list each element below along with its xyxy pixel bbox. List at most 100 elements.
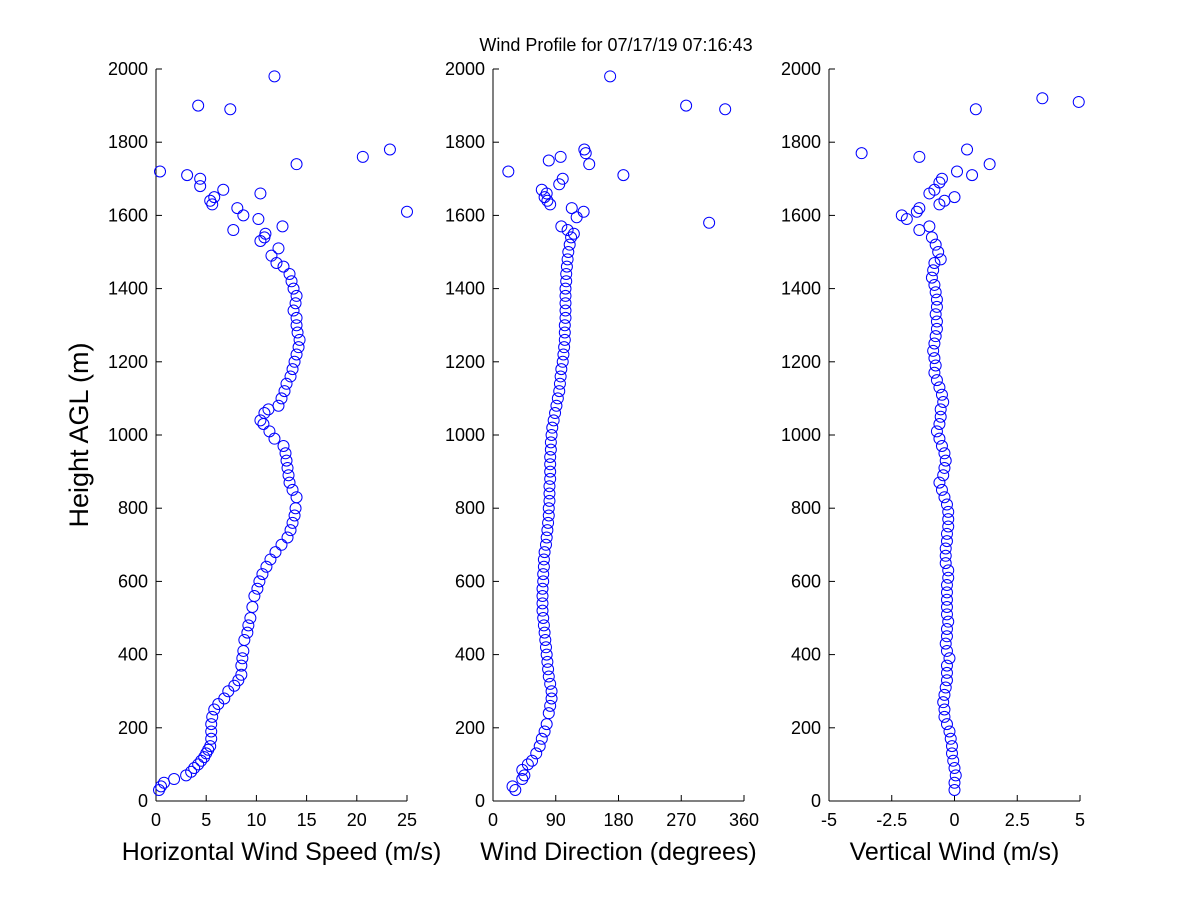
data-point [929,286,942,299]
data-point [929,308,942,321]
y-axis-label: Height AGL (m) [64,342,94,527]
y-tick-label: 1000 [108,425,148,445]
y-tick-label: 400 [791,645,821,665]
data-point [537,575,550,588]
data-point [158,776,171,789]
horizontal-wind-speed-panel: 0 200 400 600 800 1000 1200 1400 1600 1800 2000 0 5 1… [108,59,441,866]
data-point [289,502,302,515]
data-point [537,553,550,566]
data-point [188,762,201,775]
data-point [540,531,553,544]
data-point [268,432,281,445]
data-point [236,652,249,665]
data-point [930,315,943,328]
data-point [948,191,961,204]
data-point [948,776,961,789]
data-point [252,213,265,226]
data-point [195,754,208,767]
data-point [544,436,557,449]
data-point [559,289,572,302]
data-point [257,418,270,431]
data-point [951,165,964,178]
data-point [227,224,240,237]
data-point [218,692,231,705]
data-point [578,143,591,156]
data-point [944,732,957,745]
data-point [275,392,288,405]
data-point [205,732,218,745]
data-point [935,439,948,452]
data-point [281,531,294,544]
data-point [542,502,555,515]
data-point [241,626,254,639]
data-point [913,150,926,163]
data-point [549,407,562,420]
data-point [285,275,298,288]
data-point [154,165,167,178]
data-point [205,718,218,731]
data-point [938,447,951,460]
y-tick-label: 1600 [781,205,821,225]
data-point [290,491,303,504]
data-point [938,710,951,723]
y-tick-label: 800 [791,498,821,518]
data-point [928,352,941,365]
data-point [544,458,557,471]
data-point [540,648,553,661]
data-point [551,392,564,405]
y-tick-label: 600 [118,571,148,591]
data-point [855,147,868,160]
data-point [542,707,555,720]
data-point [544,450,557,463]
x-tick-label: 5 [201,810,211,830]
data-point [268,70,281,83]
data-point [237,209,250,222]
data-point [557,348,570,361]
data-point [544,699,557,712]
y-tick-label: 1600 [108,205,148,225]
data-point [192,758,205,771]
data-point [290,319,303,332]
y-tick-label: 1000 [781,425,821,445]
data-point [290,311,303,324]
x-tick-label: 0 [488,810,498,830]
data-point [928,337,941,350]
data-point [1036,92,1049,105]
data-point [942,513,955,526]
data-point [938,491,951,504]
data-point [558,341,571,354]
data-point [558,326,571,339]
data-point [283,476,296,489]
data-point [290,289,303,302]
data-point [961,143,974,156]
data-point [533,740,546,753]
data-point [945,747,958,760]
x-tick-label: 2.5 [1005,810,1030,830]
figure-title: Wind Profile for 07/17/19 07:16:43 [479,35,752,55]
data-point [553,385,566,398]
y-tick-label: 2000 [445,59,485,79]
data-point [537,568,550,581]
y-tick-label: 1800 [445,132,485,152]
data-point [719,103,732,116]
y-tick-label: 600 [791,571,821,591]
data-point [155,780,168,793]
data-point [969,103,982,116]
data-point [506,780,519,793]
data-point [192,99,205,112]
y-tick-label: 0 [811,791,821,811]
data-point [940,674,953,687]
data-point [558,319,571,332]
data-point [542,154,555,167]
data-point [277,260,290,273]
data-point [279,447,292,460]
data-point [929,330,942,343]
data-point [254,187,267,200]
data-point [541,194,554,207]
y-tick-label: 1400 [108,279,148,299]
data-point [258,407,271,420]
data-point [935,172,948,185]
x-tick-label: 15 [297,810,317,830]
data-point [544,465,557,478]
data-point [539,641,552,654]
